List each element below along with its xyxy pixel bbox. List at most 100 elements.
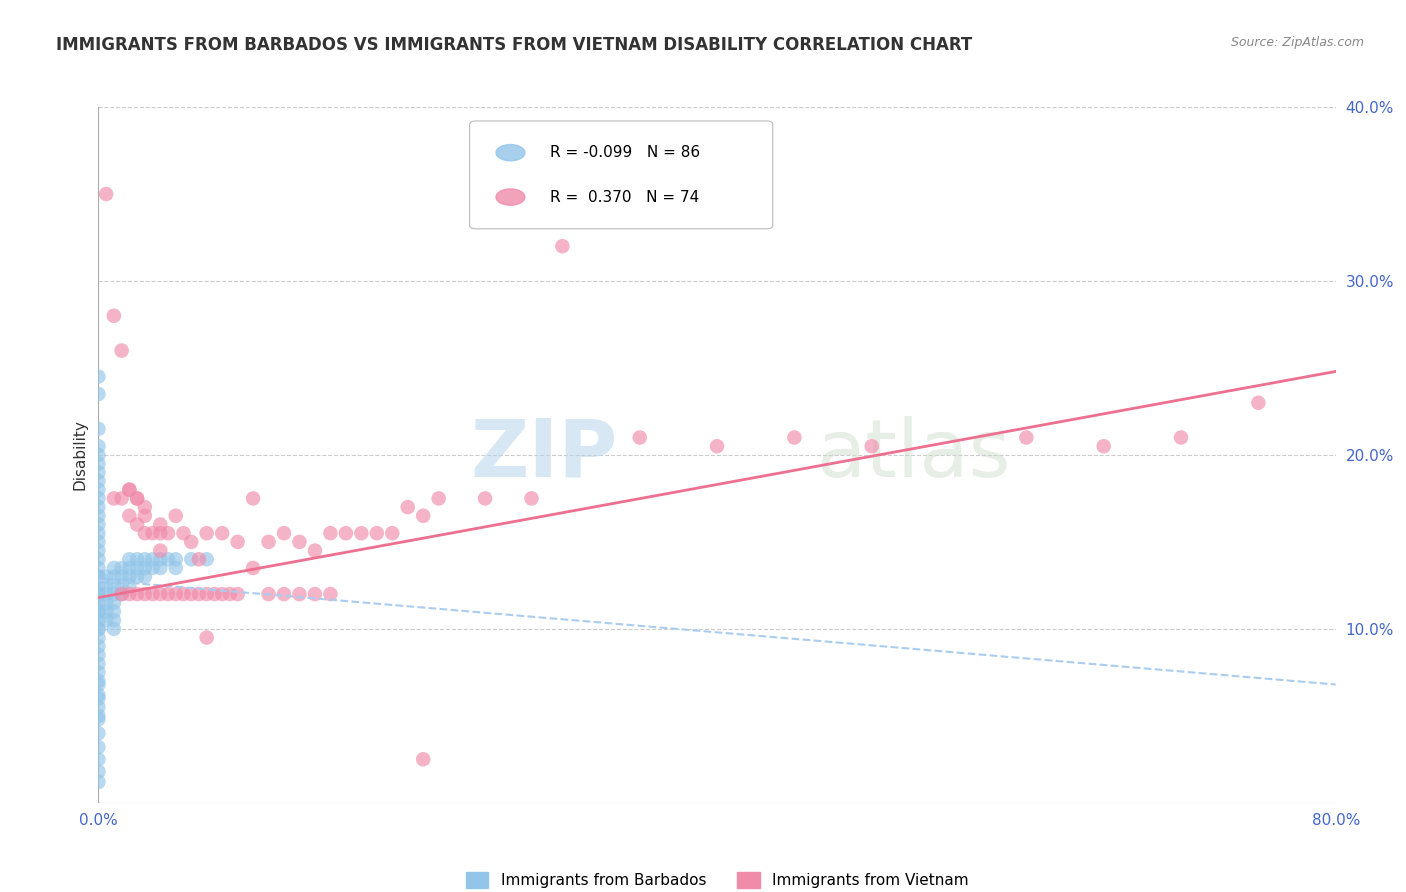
Point: [142, 552, 165, 566]
Point: [87, 534, 110, 549]
Point: [87, 639, 110, 653]
Point: [87, 587, 110, 601]
Point: [87, 605, 110, 619]
Legend: Immigrants from Barbados, Immigrants from Vietnam: Immigrants from Barbados, Immigrants fro…: [460, 866, 974, 892]
Point: [134, 508, 156, 523]
Point: [188, 587, 211, 601]
Point: [87, 665, 110, 680]
Point: [127, 491, 149, 506]
Point: [111, 343, 134, 358]
Point: [319, 587, 342, 601]
Point: [87, 448, 110, 462]
Point: [149, 543, 172, 558]
Point: [87, 500, 110, 514]
Point: [87, 387, 110, 401]
Point: [87, 764, 110, 779]
Point: [103, 561, 125, 575]
Text: R =  0.370   N = 74: R = 0.370 N = 74: [550, 190, 699, 204]
Point: [87, 657, 110, 671]
Point: [87, 622, 110, 636]
Point: [87, 483, 110, 497]
Point: [87, 439, 110, 453]
Point: [111, 587, 134, 601]
Point: [103, 622, 125, 636]
Point: [96, 613, 118, 627]
Point: [319, 526, 342, 541]
Point: [1015, 431, 1038, 445]
Point: [127, 561, 149, 575]
Point: [195, 552, 218, 566]
Point: [149, 561, 172, 575]
Circle shape: [496, 189, 524, 205]
Point: [257, 587, 280, 601]
Point: [111, 587, 134, 601]
Point: [87, 712, 110, 726]
Point: [127, 570, 149, 584]
Point: [118, 483, 141, 497]
Point: [149, 587, 172, 601]
Point: [87, 726, 110, 740]
Point: [195, 526, 218, 541]
Point: [304, 587, 326, 601]
Point: [87, 596, 110, 610]
Point: [226, 534, 249, 549]
Point: [87, 543, 110, 558]
Point: [226, 587, 249, 601]
Point: [149, 552, 172, 566]
Point: [195, 631, 218, 645]
Point: [87, 466, 110, 480]
Point: [219, 587, 242, 601]
Point: [157, 587, 180, 601]
Point: [211, 526, 233, 541]
Point: [180, 587, 202, 601]
Point: [118, 508, 141, 523]
Text: R = -0.099   N = 86: R = -0.099 N = 86: [550, 145, 700, 161]
Point: [180, 552, 202, 566]
Point: [118, 483, 141, 497]
Point: [165, 508, 187, 523]
Point: [103, 596, 125, 610]
Point: [165, 561, 187, 575]
Point: [111, 491, 134, 506]
Point: [173, 526, 195, 541]
Point: [134, 552, 156, 566]
Point: [134, 500, 156, 514]
Point: [242, 561, 264, 575]
Point: [520, 491, 543, 506]
Point: [157, 552, 180, 566]
Point: [149, 517, 172, 532]
Point: [157, 526, 180, 541]
Point: [127, 517, 149, 532]
Point: [412, 752, 434, 766]
Point: [628, 431, 651, 445]
Point: [87, 648, 110, 662]
Point: [127, 587, 149, 601]
Point: [96, 596, 118, 610]
Point: [860, 439, 883, 453]
Text: atlas: atlas: [815, 416, 1011, 494]
Point: [87, 570, 110, 584]
Text: ZIP: ZIP: [471, 416, 619, 494]
Point: [474, 491, 496, 506]
Point: [87, 674, 110, 689]
Point: [211, 587, 233, 601]
Point: [165, 587, 187, 601]
Point: [288, 534, 311, 549]
Point: [103, 309, 125, 323]
Point: [96, 587, 118, 601]
Point: [142, 587, 165, 601]
Point: [350, 526, 373, 541]
Point: [257, 534, 280, 549]
Point: [87, 517, 110, 532]
Point: [180, 534, 202, 549]
Point: [149, 526, 172, 541]
Y-axis label: Disability: Disability: [72, 419, 87, 491]
Point: [706, 439, 728, 453]
Point: [118, 570, 141, 584]
Point: [87, 457, 110, 471]
Point: [96, 570, 118, 584]
Point: [103, 491, 125, 506]
Point: [134, 587, 156, 601]
Point: [273, 526, 295, 541]
Point: [87, 508, 110, 523]
